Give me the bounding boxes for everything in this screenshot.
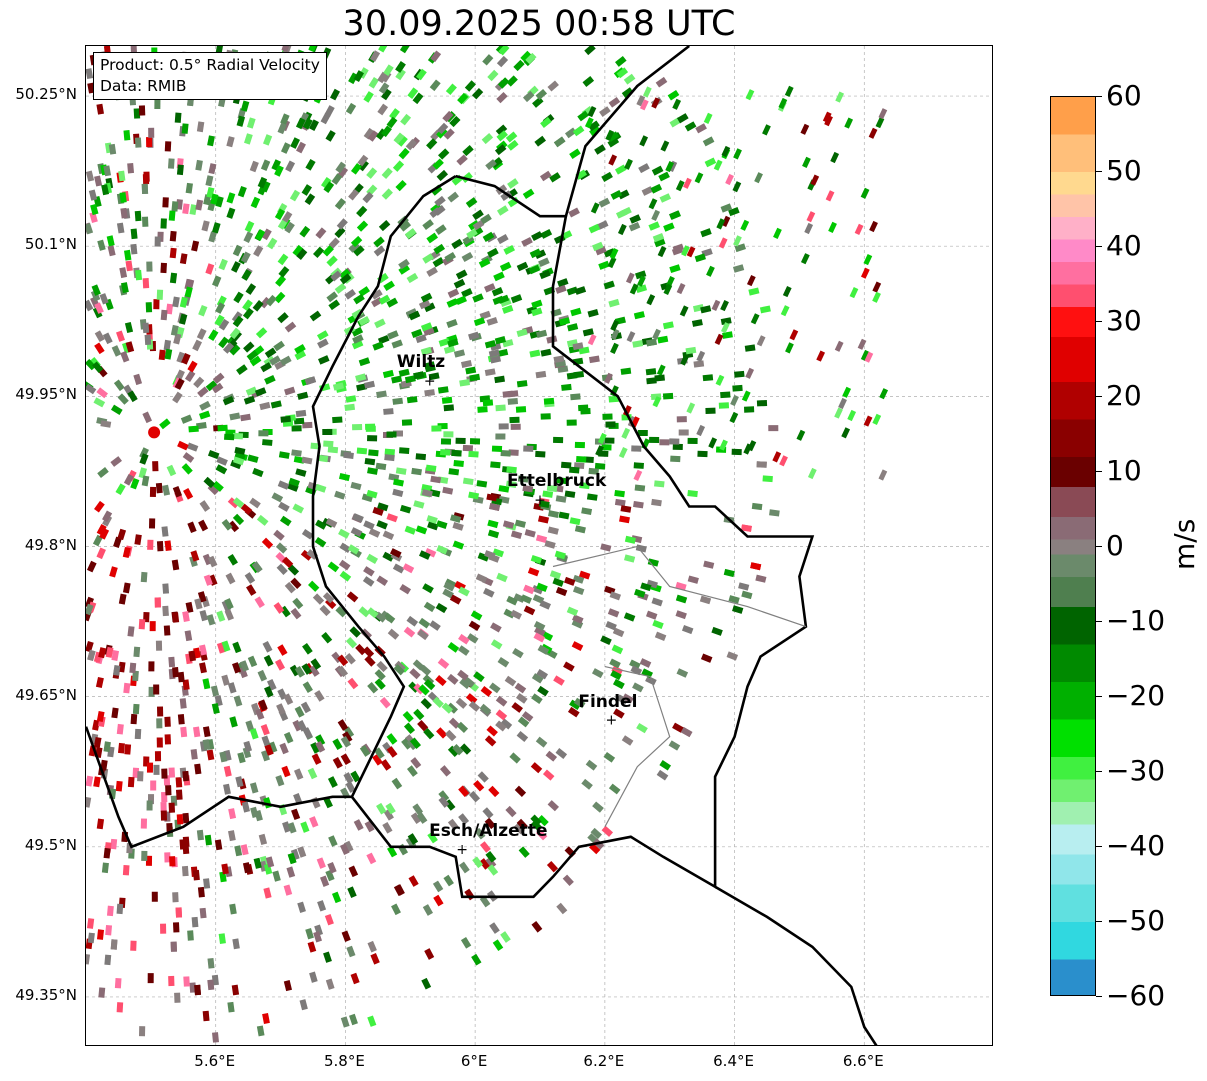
colorbar-tick-mark: [1096, 321, 1102, 322]
country-borders: [86, 46, 878, 1045]
colorbar-tick-label: 10: [1106, 454, 1142, 487]
colorbar-tick-mark: [1096, 696, 1102, 697]
colorbar-tick-label: 30: [1106, 304, 1142, 337]
lat-tick-label: 49.35°N: [15, 985, 77, 1004]
lat-tick-label: 49.5°N: [24, 835, 77, 854]
colorbar-tick-label: 0: [1106, 529, 1124, 562]
colorbar-segment: [1051, 779, 1095, 803]
lon-tick-label: 5.8°E: [324, 1052, 365, 1070]
colorbar-tick-label: −40: [1106, 829, 1166, 862]
colorbar-segment: [1051, 134, 1095, 173]
city-marker: +: [456, 842, 468, 858]
colorbar-unit: m/s: [1168, 518, 1201, 570]
colorbar-segment: [1051, 607, 1095, 645]
colorbar-segment: [1051, 682, 1095, 720]
lat-tick-label: 49.8°N: [24, 535, 77, 554]
lon-tick-label: 6.4°E: [713, 1052, 754, 1070]
colorbar-segment: [1051, 382, 1095, 420]
colorbar-tick-mark: [1096, 471, 1102, 472]
map-title: 30.09.2025 00:58 UTC: [342, 4, 736, 44]
info-box: Product: 0.5° Radial Velocity Data: RMIB: [93, 52, 327, 100]
belgium-germany-border: [564, 46, 690, 217]
product-label: Product: 0.5° Radial Velocity: [100, 56, 320, 74]
colorbar-tick-label: −20: [1106, 679, 1166, 712]
radar-site-marker: [146, 424, 163, 441]
radar-map[interactable]: + + + +: [85, 45, 993, 1046]
colorbar-segment: [1051, 172, 1095, 195]
colorbar-tick-mark: [1096, 921, 1102, 922]
radar-echoes: [86, 46, 889, 1043]
lon-tick-label: 6°E: [460, 1052, 488, 1070]
colorbar-segment: [1051, 959, 1095, 995]
colorbar-segment: [1051, 419, 1095, 458]
colorbar-segment: [1051, 757, 1095, 780]
colorbar-segment: [1051, 802, 1095, 825]
colorbar-segment: [1051, 487, 1095, 518]
colorbar-tick-label: −10: [1106, 604, 1166, 637]
colorbar-tick-mark: [1096, 996, 1102, 997]
data-source-label: Data: RMIB: [100, 77, 187, 95]
colorbar-segment: [1051, 854, 1095, 885]
colorbar-segment: [1051, 217, 1095, 240]
colorbar-segment: [1051, 644, 1095, 683]
colorbar-segment: [1051, 239, 1095, 263]
colorbar-tick-label: 20: [1106, 379, 1142, 412]
colorbar-tick-mark: [1096, 96, 1102, 97]
france-belgium-border: [86, 726, 352, 849]
city-marker: +: [424, 373, 436, 389]
lon-tick-label: 6.2°E: [583, 1052, 625, 1070]
colorbar-segment: [1051, 337, 1095, 383]
colorbar-tick-label: 40: [1106, 229, 1142, 262]
colorbar-segment: [1051, 457, 1095, 488]
canton-boundary: [604, 666, 671, 828]
city-marker: +: [534, 492, 546, 508]
colorbar-segment: [1051, 554, 1095, 578]
colorbar-tick-mark: [1096, 396, 1102, 397]
city-marker: +: [605, 713, 617, 729]
lat-tick-label: 49.95°N: [15, 385, 77, 404]
colorbar-tick-mark: [1096, 546, 1102, 547]
colorbar-tick-label: −30: [1106, 754, 1166, 787]
city-label: Findel: [578, 691, 638, 712]
colorbar-segment: [1051, 262, 1095, 285]
france-germany-border: [714, 885, 878, 1045]
colorbar-segment: [1051, 824, 1095, 855]
colorbar-tick-mark: [1096, 621, 1102, 622]
colorbar-tick-label: −50: [1106, 904, 1166, 937]
colorbar-tick-mark: [1096, 246, 1102, 247]
city-label: Esch/Alzette: [429, 820, 548, 841]
colorbar: [1050, 96, 1096, 996]
colorbar-segment: [1051, 517, 1095, 540]
lat-tick-label: 50.1°N: [24, 235, 77, 254]
colorbar-segment: [1051, 539, 1095, 555]
colorbar-segment: [1051, 884, 1095, 923]
city-label: Wiltz: [396, 352, 446, 373]
colorbar-tick-label: −60: [1106, 979, 1166, 1012]
colorbar-segment: [1051, 307, 1095, 338]
grid-lines: [86, 46, 992, 1045]
colorbar-segment: [1051, 97, 1095, 135]
lon-tick-label: 5.6°E: [194, 1052, 236, 1070]
colorbar-segment: [1051, 922, 1095, 960]
colorbar-segment: [1051, 719, 1095, 758]
colorbar-segment: [1051, 577, 1095, 608]
luxembourg-border: [311, 174, 815, 899]
lon-tick-label: 6.6°E: [842, 1052, 884, 1070]
city-label: Ettelbruck: [507, 471, 607, 492]
colorbar-tick-mark: [1096, 846, 1102, 847]
colorbar-tick-label: 50: [1106, 154, 1142, 187]
colorbar-tick-label: 60: [1106, 79, 1142, 112]
colorbar-tick-mark: [1096, 171, 1102, 172]
city-markers: + + + +: [146, 373, 617, 858]
canton-boundary: [552, 545, 807, 628]
colorbar-segment: [1051, 194, 1095, 218]
radar-map-canvas[interactable]: + + + +: [86, 46, 993, 1046]
colorbar-tick-mark: [1096, 771, 1102, 772]
colorbar-segment: [1051, 284, 1095, 308]
lat-tick-label: 50.25°N: [15, 85, 77, 104]
lat-tick-label: 49.65°N: [15, 685, 77, 704]
